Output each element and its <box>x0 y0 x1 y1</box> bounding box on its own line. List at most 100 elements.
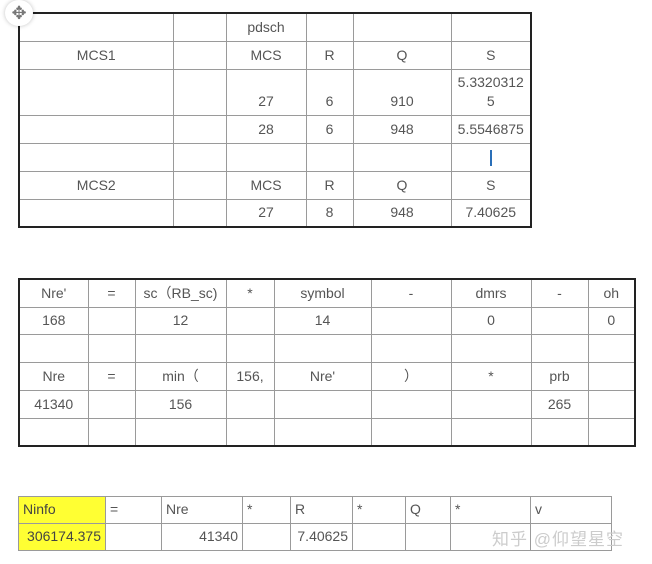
table-cell[interactable] <box>225 417 275 447</box>
table-cell[interactable] <box>18 114 174 144</box>
table-cell[interactable]: Q <box>405 496 451 524</box>
table-cell[interactable]: S <box>450 40 532 70</box>
table-cell[interactable] <box>172 170 227 200</box>
table-cell[interactable]: dmrs <box>450 278 532 308</box>
table-cell[interactable] <box>172 68 227 116</box>
table-cell[interactable]: 0 <box>450 306 532 335</box>
table-cell[interactable]: 5.5546875 <box>450 114 532 144</box>
table-cell[interactable] <box>530 523 612 551</box>
table-cell[interactable]: MCS <box>225 40 307 70</box>
table-cell[interactable]: symbol <box>273 278 372 308</box>
table-cell[interactable]: R <box>290 496 353 524</box>
move-handle-icon[interactable]: ✥ <box>5 0 33 26</box>
table-cell[interactable]: MCS2 <box>18 170 174 200</box>
table-cell[interactable]: 12 <box>134 306 227 335</box>
table-cell[interactable]: 7.40625 <box>450 198 532 228</box>
table-cell[interactable]: MCS1 <box>18 40 174 70</box>
table-cell[interactable]: = <box>87 361 136 391</box>
table-cell[interactable] <box>87 333 136 363</box>
table-cell[interactable]: * <box>352 496 406 524</box>
table-cell[interactable] <box>530 333 589 363</box>
table-cell[interactable] <box>18 417 89 447</box>
table-cell[interactable] <box>172 40 227 70</box>
table-cell[interactable] <box>370 306 452 335</box>
table-cell[interactable]: Ninfo <box>18 496 106 524</box>
table-cell[interactable]: 27 <box>225 68 307 116</box>
table-cell[interactable]: min（ <box>134 361 227 391</box>
table-cell[interactable]: Nre <box>161 496 243 524</box>
table-cell[interactable]: Q <box>352 40 452 70</box>
table-cell[interactable] <box>450 142 532 172</box>
table-cell[interactable]: * <box>450 496 531 524</box>
table-cell[interactable] <box>352 523 406 551</box>
table-cell[interactable]: v <box>530 496 612 524</box>
table-cell[interactable] <box>305 142 354 172</box>
table-cell[interactable]: oh <box>587 278 636 308</box>
table-cell[interactable]: 948 <box>352 114 452 144</box>
table-cell[interactable] <box>352 142 452 172</box>
table-cell[interactable] <box>225 142 307 172</box>
table-cell[interactable] <box>225 306 275 335</box>
table-cell[interactable]: = <box>105 496 162 524</box>
table-cell[interactable] <box>172 198 227 228</box>
table-cell[interactable] <box>370 389 452 419</box>
table-cell[interactable] <box>134 333 227 363</box>
table-cell[interactable] <box>18 333 89 363</box>
table-cell[interactable] <box>172 142 227 172</box>
table-cell[interactable]: Nre <box>18 361 89 391</box>
table-cell[interactable]: prb <box>530 361 589 391</box>
table-cell[interactable] <box>587 361 636 391</box>
table-cell[interactable]: 948 <box>352 198 452 228</box>
table-cell[interactable] <box>273 389 372 419</box>
table-cell[interactable]: Nre' <box>18 278 89 308</box>
table-cell[interactable] <box>273 417 372 447</box>
table-cell[interactable] <box>273 333 372 363</box>
table-cell[interactable] <box>18 198 174 228</box>
table-cell[interactable]: 41340 <box>18 389 89 419</box>
table-cell[interactable] <box>352 12 452 42</box>
table-cell[interactable]: 5.3320312 5 <box>450 68 532 116</box>
table-cell[interactable]: ） <box>370 361 452 391</box>
table-cell[interactable] <box>305 12 354 42</box>
table-cell[interactable]: 6 <box>305 68 354 116</box>
table-cell[interactable] <box>370 417 452 447</box>
table-cell[interactable] <box>587 333 636 363</box>
table-cell[interactable]: 6 <box>305 114 354 144</box>
table-cell[interactable] <box>18 68 174 116</box>
table-cell[interactable] <box>450 12 532 42</box>
table-cell[interactable]: 910 <box>352 68 452 116</box>
table-cell[interactable] <box>18 12 174 42</box>
table-cell[interactable] <box>225 389 275 419</box>
table-cell[interactable]: R <box>305 40 354 70</box>
table-cell[interactable] <box>450 523 531 551</box>
table-cell[interactable] <box>134 417 227 447</box>
table-cell[interactable] <box>530 417 589 447</box>
table-cell[interactable]: - <box>530 278 589 308</box>
table-cell[interactable]: Nre' <box>273 361 372 391</box>
table-cell[interactable]: 41340 <box>161 523 243 551</box>
table-cell[interactable] <box>450 389 532 419</box>
table-cell[interactable]: Q <box>352 170 452 200</box>
table-cell[interactable]: 168 <box>18 306 89 335</box>
table-cell[interactable]: = <box>87 278 136 308</box>
table-cell[interactable] <box>18 142 174 172</box>
table-cell[interactable]: 156 <box>134 389 227 419</box>
table-cell[interactable]: 7.40625 <box>290 523 353 551</box>
table-cell[interactable]: 265 <box>530 389 589 419</box>
table-cell[interactable]: sc（RB_sc) <box>134 278 227 308</box>
table-cell[interactable] <box>225 333 275 363</box>
table-cell[interactable]: 14 <box>273 306 372 335</box>
table-cell[interactable] <box>450 333 532 363</box>
table-cell[interactable]: 156, <box>225 361 275 391</box>
table-cell[interactable]: 0 <box>587 306 636 335</box>
table-cell[interactable]: 27 <box>225 198 307 228</box>
table-cell[interactable]: * <box>450 361 532 391</box>
table-cell[interactable] <box>87 389 136 419</box>
table-cell[interactable]: MCS <box>225 170 307 200</box>
table-cell[interactable] <box>242 523 291 551</box>
table-cell[interactable]: * <box>225 278 275 308</box>
table-cell[interactable] <box>172 114 227 144</box>
table-cell[interactable]: - <box>370 278 452 308</box>
table-cell[interactable]: 28 <box>225 114 307 144</box>
table-cell[interactable] <box>530 306 589 335</box>
